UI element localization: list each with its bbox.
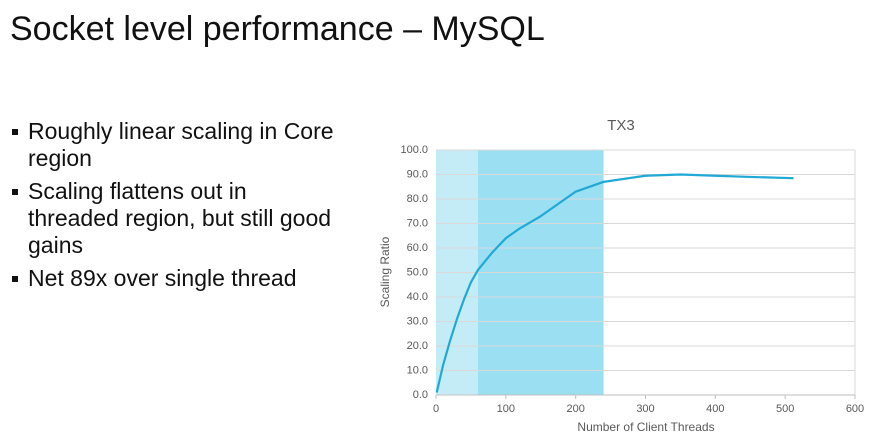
y-tick-label: 10.0 xyxy=(407,364,428,376)
x-tick-label: 200 xyxy=(566,403,584,415)
chart-title: TX3 xyxy=(607,117,635,134)
y-tick-label: 100.0 xyxy=(400,144,428,156)
y-tick-label: 60.0 xyxy=(407,242,428,254)
x-tick-label: 100 xyxy=(497,403,515,415)
bullet: Roughly linear scaling in Core region xyxy=(10,118,340,172)
slide-title: Socket level performance – MySQL xyxy=(10,10,545,48)
y-tick-label: 90.0 xyxy=(407,168,428,180)
y-tick-label: 40.0 xyxy=(407,291,428,303)
y-tick-label: 20.0 xyxy=(407,340,428,352)
data-line xyxy=(435,173,794,393)
x-axis-title: Number of Client Threads xyxy=(577,420,714,434)
x-tick-label: 300 xyxy=(636,403,654,415)
x-tick-label: 500 xyxy=(776,403,794,415)
x-tick-label: 600 xyxy=(846,403,864,415)
x-tick-label: 400 xyxy=(706,403,724,415)
y-tick-label: 70.0 xyxy=(407,217,428,229)
y-tick-label: 0.0 xyxy=(413,389,428,401)
y-tick-label: 50.0 xyxy=(407,266,428,278)
bullet: Scaling flattens out in threaded region,… xyxy=(10,178,340,259)
y-axis-title: Scaling Ratio xyxy=(378,236,392,307)
y-tick-label: 30.0 xyxy=(407,315,428,327)
bullet-list: Roughly linear scaling in Core region Sc… xyxy=(10,118,340,298)
bullet: Net 89x over single thread xyxy=(10,265,340,292)
y-tick-label: 80.0 xyxy=(407,193,428,205)
x-tick-label: 0 xyxy=(433,403,439,415)
